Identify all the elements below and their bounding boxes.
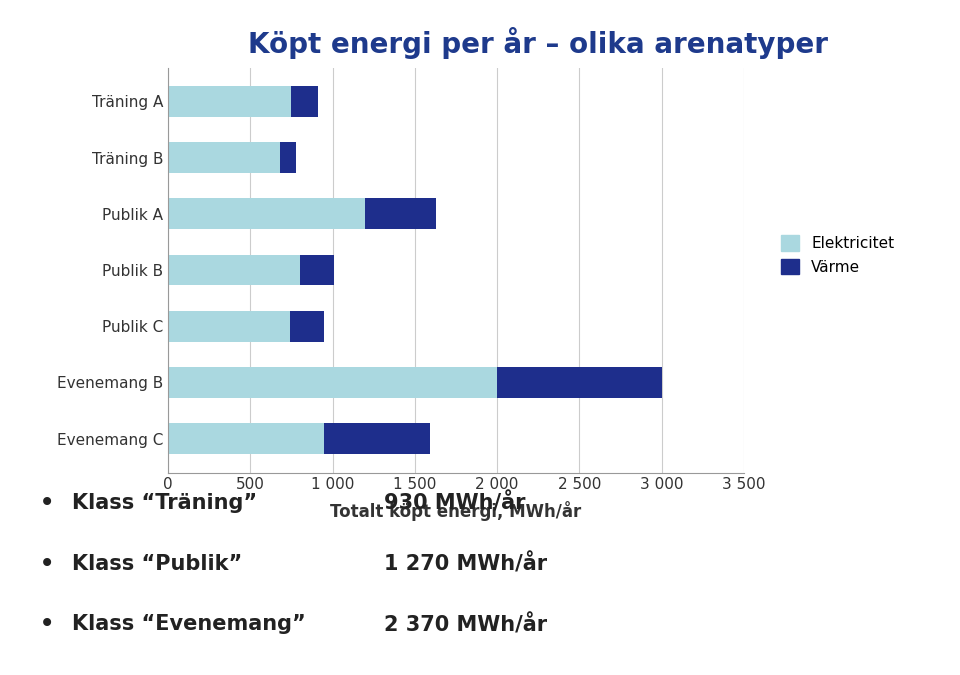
Bar <box>168 142 280 173</box>
Text: 1 270 MWh/år: 1 270 MWh/år <box>384 553 547 574</box>
Text: •: • <box>38 549 55 578</box>
Text: 11: 11 <box>921 654 936 668</box>
Bar <box>168 254 300 286</box>
Text: 2011-02-21: 2011-02-21 <box>14 654 86 668</box>
Bar <box>366 198 436 230</box>
Bar <box>300 254 334 286</box>
Text: 930 MWh/år: 930 MWh/år <box>384 492 525 514</box>
Bar <box>168 86 292 117</box>
Legend: Elektricitet, Värme: Elektricitet, Värme <box>775 229 900 281</box>
Bar <box>324 423 430 454</box>
Bar <box>168 423 324 454</box>
Bar <box>280 142 297 173</box>
Bar <box>497 367 661 398</box>
Bar <box>168 367 497 398</box>
Text: •: • <box>38 489 55 517</box>
Text: •: • <box>38 610 55 639</box>
X-axis label: Totalt köpt energi, MWh/år: Totalt köpt energi, MWh/år <box>330 501 582 520</box>
Text: Klass “Evenemang”: Klass “Evenemang” <box>72 614 305 634</box>
Text: Klass “Publik”: Klass “Publik” <box>72 554 242 574</box>
Text: Jörgen Rogstam,  Stoppsladd - Arenadagarna 2011: Jörgen Rogstam, Stoppsladd - Arenadagarn… <box>322 654 638 668</box>
Bar <box>168 310 290 342</box>
Bar <box>292 86 318 117</box>
Bar <box>168 198 366 230</box>
Text: 2 370 MWh/år: 2 370 MWh/år <box>384 614 547 635</box>
Text: Köpt energi per år – olika arenatyper: Köpt energi per år – olika arenatyper <box>248 27 828 59</box>
Bar <box>290 310 324 342</box>
Text: Klass “Träning”: Klass “Träning” <box>72 493 257 513</box>
